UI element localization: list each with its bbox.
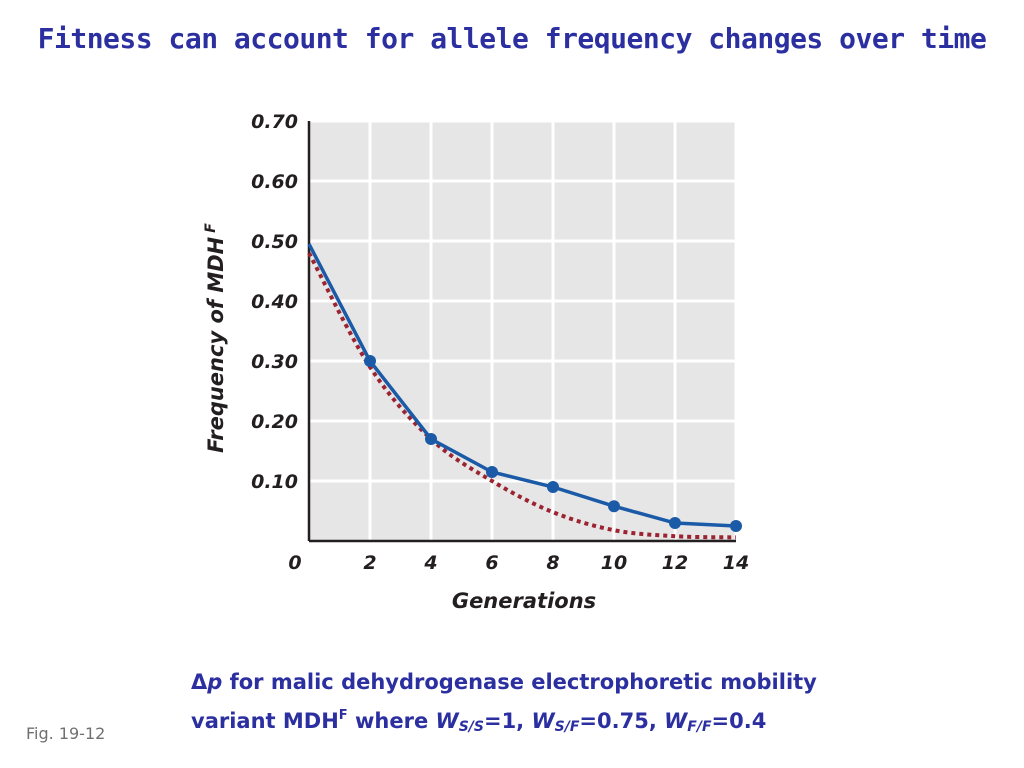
observed-point [669, 517, 681, 529]
y-tick-label: 0.70 [251, 111, 298, 133]
y-tick-label: 0.60 [251, 171, 298, 193]
caption-line1-text: for malic dehydrogenase electrophoretic … [222, 670, 817, 694]
x-tick-label: 0 [288, 552, 301, 574]
caption-variant: variant MDH [191, 709, 339, 733]
observed-point [364, 355, 376, 367]
fitness-sf-value: =0.75, [579, 709, 665, 733]
plot-background [309, 121, 736, 541]
x-tick-label: 2 [363, 552, 376, 574]
fitness-sf-w: W [531, 709, 555, 733]
fitness-ss-sub: S/S [458, 719, 484, 735]
fitness-ss-w: W [435, 709, 459, 733]
y-tick-label: 0.10 [251, 471, 298, 493]
y-axis-label-main: Frequency of MDH [204, 236, 228, 452]
y-axis-label-sup: F [203, 223, 219, 233]
y-tick-label: 0.50 [251, 231, 298, 253]
y-axis-label: Frequency of MDH F [203, 223, 228, 453]
observed-line [307, 243, 737, 528]
x-tick-label: 12 [662, 552, 688, 574]
slide-title: Fitness can account for allele frequency… [37, 22, 987, 55]
x-tick-label: 14 [723, 552, 749, 574]
frequency-chart: 0.10 0.20 0.30 0.40 0.50 0.60 0.70 0 2 4 6 8 10 12 14… [203, 111, 749, 613]
observed-point [547, 481, 559, 493]
x-tick-label: 6 [485, 552, 498, 574]
fitness-sf-sub: S/F [554, 719, 580, 735]
figure-label: Fig. 19-12 [26, 724, 106, 743]
fitness-ss-value: =1, [483, 709, 532, 733]
y-tick-label: 0.40 [251, 291, 298, 313]
delta-symbol: Δ [191, 670, 208, 694]
fitness-ff-w: W [664, 709, 688, 733]
x-tick-label: 8 [546, 552, 559, 574]
x-tick-labels: 0 2 4 6 8 10 12 14 [288, 552, 749, 574]
caption-line-2: variant MDHF where WS/S=1, WS/F=0.75, WF… [191, 699, 951, 744]
caption-where: where [347, 709, 436, 733]
observed-point [486, 466, 498, 478]
y-tick-label: 0.30 [251, 351, 298, 373]
fitness-ff-value: =0.4 [711, 709, 767, 733]
series-group [307, 243, 742, 540]
observed-point [425, 433, 437, 445]
caption: Δp for malic dehydrogenase electrophoret… [191, 666, 951, 744]
caption-p: p [207, 670, 223, 694]
observed-point [730, 520, 742, 532]
observed-point [608, 500, 620, 513]
y-tick-labels: 0.10 0.20 0.30 0.40 0.50 0.60 0.70 [251, 111, 298, 493]
x-tick-label: 10 [601, 552, 627, 574]
y-tick-label: 0.20 [251, 411, 298, 433]
x-axis-label: Generations [452, 589, 596, 613]
caption-variant-sup: F [338, 708, 348, 723]
fitness-ff-sub: F/F [687, 719, 712, 735]
caption-line-1: Δp for malic dehydrogenase electrophoret… [191, 666, 951, 699]
x-tick-label: 4 [423, 552, 437, 574]
